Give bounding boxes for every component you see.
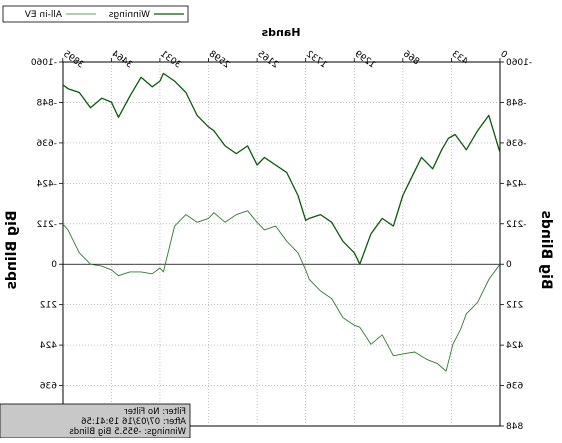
info-date: After: 07/03/16 19:41:56	[81, 417, 186, 427]
series-line-allin-ev	[62, 210, 501, 372]
y-tick-label-right: -212	[37, 220, 57, 230]
legend-label-allin: All-in EV	[24, 10, 62, 20]
y-tick-label-left: 636	[506, 382, 523, 392]
y-axis-label-right: Big Blinds	[4, 211, 20, 290]
y-tick-label-left: -848	[506, 98, 527, 108]
plot-area	[62, 61, 501, 427]
x-axis-label: Hands	[261, 26, 300, 39]
y-tick-label-left: -1060	[506, 58, 532, 68]
info-box: Filter: No Filter After: 07/03/16 19:41:…	[0, 403, 191, 439]
y-tick-label-right: 636	[40, 382, 57, 392]
y-tick-label-left: 424	[506, 341, 523, 351]
info-winnings: Winnings: -955.5 Big Blinds	[69, 427, 186, 437]
legend: Winnings All-in EV	[2, 5, 189, 23]
y-tick-label-left: 212	[506, 301, 523, 311]
y-ticks-left: -1060 -848 -636 -424 -212 0 212 424 636 848	[500, 58, 532, 432]
y-tick-label-right: 0	[51, 260, 57, 270]
y-tick-label-right: -1060	[31, 58, 57, 68]
info-box-frame	[0, 403, 191, 439]
grid	[63, 62, 500, 426]
series-layer	[62, 72, 501, 372]
y-tick-label-right: 424	[40, 341, 57, 351]
y-axis-label-left: Big Blinds	[538, 211, 554, 290]
y-tick-label-right: -636	[36, 139, 57, 149]
y-tick-label-left: -212	[506, 220, 526, 230]
y-tick-label-left: -424	[506, 179, 527, 189]
y-tick-label-right: 212	[40, 301, 57, 311]
y-tick-label-left: 0	[506, 260, 512, 270]
legend-label-winnings: Winnings	[108, 10, 150, 20]
x-tick-label: 0	[498, 49, 509, 61]
y-tick-label-left: 848	[506, 422, 523, 432]
y-tick-label-right: -848	[36, 98, 57, 108]
y-tick-label-left: -636	[506, 139, 527, 149]
series-line-winnings	[62, 72, 501, 265]
info-filter: Filter: No Filter	[124, 407, 186, 417]
y-tick-label-right: -424	[36, 179, 57, 189]
